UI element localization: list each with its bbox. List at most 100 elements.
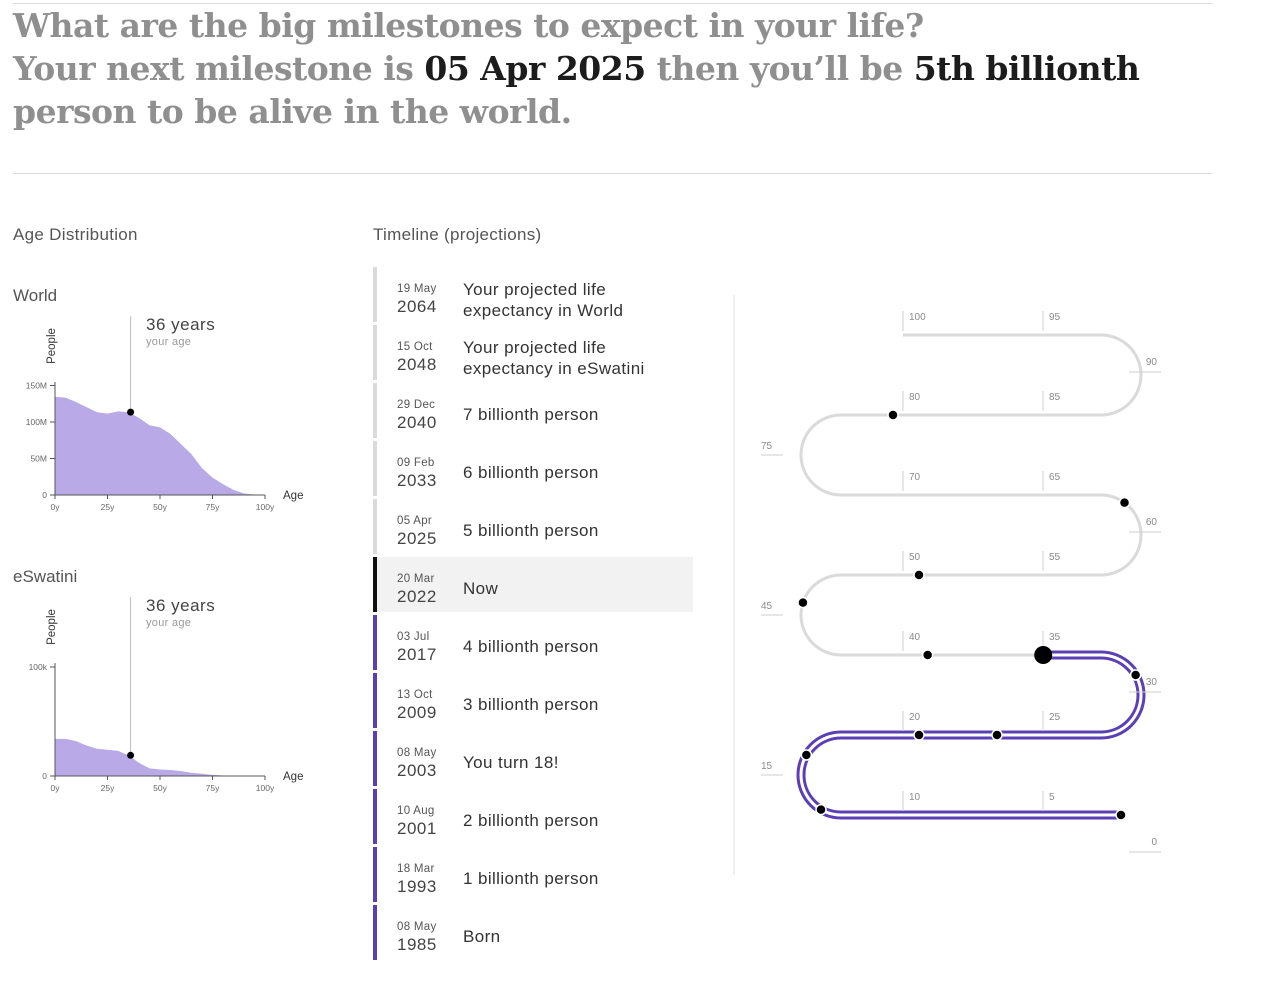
- age-label: 40: [909, 632, 921, 643]
- timeline-label: Your projected life expectancy in eSwati…: [463, 338, 645, 378]
- timeline-year: 2040: [397, 413, 437, 432]
- milestone-dot: [913, 569, 925, 581]
- x-tick-label: 50y: [153, 783, 167, 793]
- y-tick-label: 100k: [29, 662, 48, 672]
- age-label: 5: [1049, 792, 1055, 803]
- headline-question: What are the big milestones to expect in…: [13, 6, 924, 45]
- age-label: 35: [1049, 632, 1061, 643]
- x-axis-label: Age: [283, 771, 303, 783]
- your-age-marker: [127, 751, 135, 759]
- y-tick-label: 100M: [26, 417, 47, 427]
- past-track-inner: [1100, 653, 1143, 737]
- age-label: 60: [1146, 517, 1158, 528]
- age-label: 90: [1146, 357, 1158, 368]
- your-age-marker: [127, 408, 135, 416]
- timeline-day: 18 Mar: [397, 863, 435, 875]
- timeline-day: 09 Feb: [397, 457, 435, 469]
- timeline-item[interactable]: 29 Dec 2040 7 billionth person: [373, 383, 693, 438]
- timeline-label: You turn 18!: [463, 753, 559, 772]
- timeline-year: 2009: [397, 703, 437, 722]
- x-tick-label: 100y: [256, 502, 275, 512]
- timeline-label: Your projected life expectancy in World: [463, 280, 624, 320]
- header-divider: [13, 173, 1213, 174]
- age-label: 50: [909, 552, 921, 563]
- timeline-label: Now: [463, 579, 499, 598]
- age-label: 10: [909, 792, 921, 803]
- timeline-year: 2025: [397, 529, 437, 548]
- timeline-day: 08 May: [397, 921, 437, 933]
- age-label: 75: [761, 441, 773, 452]
- timeline-item[interactable]: 10 Aug 2001 2 billionth person: [373, 789, 693, 844]
- y-tick-label: 50M: [30, 454, 47, 464]
- timeline-year: 2064: [397, 297, 437, 316]
- timeline-day: 29 Dec: [397, 399, 436, 411]
- timeline-item[interactable]: 08 May 1985 Born: [373, 905, 693, 960]
- age-label: 65: [1049, 472, 1061, 483]
- timeline-day: 15 Oct: [397, 341, 433, 353]
- x-tick-label: 100y: [256, 783, 275, 793]
- milestone-dot: [991, 729, 1003, 741]
- timeline-day: 05 Apr: [397, 515, 433, 527]
- timeline-item[interactable]: 13 Oct 2009 3 billionth person: [373, 673, 693, 728]
- age-label: 15: [761, 761, 773, 772]
- timeline-year: 2033: [397, 471, 437, 490]
- timeline-item[interactable]: 20 Mar 2022 Now: [373, 557, 693, 612]
- timeline-day: 08 May: [397, 747, 437, 759]
- age-label: 85: [1049, 392, 1061, 403]
- x-tick-label: 0y: [51, 502, 61, 512]
- eswatini-age-chart: 0 100k 0y 25y 50y 75y 100y Age People: [29, 597, 303, 793]
- headline-prefix: Your next milestone is: [13, 49, 425, 88]
- timeline-year: 2022: [397, 587, 437, 606]
- x-tick-label: 75y: [206, 502, 220, 512]
- timeline-item[interactable]: 03 Jul 2017 4 billionth person: [373, 615, 693, 670]
- eswatini-age-heading: 36 years: [146, 596, 216, 615]
- milestone-dot: [797, 596, 809, 609]
- world-region-label: World: [13, 286, 58, 305]
- future-track: [1100, 493, 1143, 577]
- age-label: 30: [1146, 677, 1158, 688]
- timeline-year: 2048: [397, 355, 437, 374]
- timeline-year: 2003: [397, 761, 437, 780]
- timeline-day: 20 Mar: [397, 573, 435, 585]
- timeline-year: 1985: [397, 935, 437, 954]
- next-milestone-date: 05 Apr 2025: [424, 49, 646, 88]
- timeline-label: 6 billionth person: [463, 463, 599, 482]
- timeline-year: 1993: [397, 877, 437, 896]
- headline-middle: then you’ll be: [645, 49, 914, 88]
- x-tick-label: 25y: [101, 502, 115, 512]
- age-area: [55, 396, 265, 495]
- age-label: 100: [909, 312, 926, 323]
- headline-suffix: person to be alive in the world.: [13, 92, 572, 131]
- y-axis-label: People: [46, 328, 58, 364]
- timeline-label: 7 billionth person: [463, 405, 599, 424]
- x-tick-label: 0y: [51, 783, 61, 793]
- y-tick-label: 150M: [26, 381, 47, 391]
- future-track: [1100, 333, 1143, 417]
- top-divider: [13, 3, 1213, 4]
- timeline-list: 19 May 2064 Your projected life expectancy…: [373, 267, 693, 963]
- timeline-label: 5 billionth person: [463, 521, 599, 540]
- timeline-item[interactable]: 08 May 2003 You turn 18!: [373, 731, 693, 786]
- x-tick-label: 50y: [153, 502, 167, 512]
- x-axis-label: Age: [283, 490, 303, 502]
- future-track: [799, 413, 842, 497]
- timeline-item[interactable]: 05 Apr 2025 5 billionth person: [373, 499, 693, 554]
- current-age-dot: [1034, 646, 1053, 664]
- milestone-dot: [913, 729, 925, 741]
- timeline-item[interactable]: 19 May 2064 Your projected life expectancy…: [373, 267, 693, 322]
- future-track: [799, 573, 842, 657]
- age-label: 55: [1049, 552, 1061, 563]
- age-label: 0: [1151, 837, 1157, 848]
- age-label: 80: [909, 392, 921, 403]
- timeline-item[interactable]: 18 Mar 1993 1 billionth person: [373, 847, 693, 902]
- timeline-item[interactable]: 15 Oct 2048 Your projected life expectancy…: [373, 325, 693, 380]
- eswatini-age-sub: your age: [146, 617, 192, 629]
- age-label: 95: [1049, 312, 1061, 323]
- timeline-label: 4 billionth person: [463, 637, 599, 656]
- timeline-label: Born: [463, 927, 501, 946]
- timeline-item[interactable]: 09 Feb 2033 6 billionth person: [373, 441, 693, 496]
- timeline-day: 03 Jul: [397, 631, 430, 643]
- timeline-label: 3 billionth person: [463, 695, 599, 714]
- y-tick-label: 0: [42, 771, 47, 781]
